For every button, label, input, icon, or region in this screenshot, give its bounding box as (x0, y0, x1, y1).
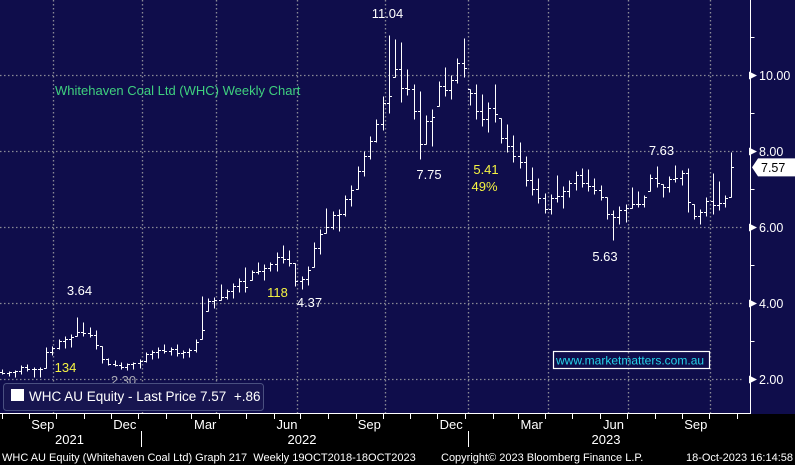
svg-text:www.marketmatters.com.au: www.marketmatters.com.au (555, 354, 704, 368)
svg-text:3.64: 3.64 (67, 283, 92, 298)
svg-text:Sep: Sep (31, 417, 54, 432)
svg-text:Dec: Dec (113, 417, 137, 432)
svg-text:2.00: 2.00 (759, 373, 783, 387)
svg-text:Dec: Dec (440, 417, 464, 432)
svg-text:134: 134 (55, 360, 77, 375)
svg-text:WHC AU Equity - Last Price 7.5: WHC AU Equity - Last Price 7.57 +.86 (29, 389, 260, 404)
svg-text:118: 118 (267, 285, 288, 300)
svg-text:4.00: 4.00 (759, 297, 783, 311)
svg-text:8.00: 8.00 (759, 145, 783, 159)
svg-text:10.00: 10.00 (759, 69, 790, 83)
svg-text:Jun: Jun (603, 417, 624, 432)
svg-text:Sep: Sep (684, 417, 707, 432)
svg-text:2021: 2021 (55, 432, 84, 447)
svg-text:Whitehaven Coal Ltd (WHC) Week: Whitehaven Coal Ltd (WHC) Weekly Chart (55, 83, 301, 98)
svg-text:7.75: 7.75 (416, 167, 441, 182)
svg-text:4.37: 4.37 (297, 295, 322, 310)
svg-text:WHC AU Equity (Whitehaven Coal: WHC AU Equity (Whitehaven Coal Ltd) Grap… (2, 452, 416, 464)
svg-text:18-Oct-2023 16:14:58: 18-Oct-2023 16:14:58 (686, 452, 793, 464)
svg-text:2022: 2022 (288, 432, 317, 447)
svg-text:7.63: 7.63 (649, 143, 674, 158)
svg-text:5.41: 5.41 (473, 162, 498, 177)
svg-text:11.04: 11.04 (372, 6, 404, 21)
svg-text:Copyright© 2023 Bloomberg Fina: Copyright© 2023 Bloomberg Finance L.P. (441, 452, 643, 464)
svg-text:Mar: Mar (194, 417, 217, 432)
svg-text:Mar: Mar (521, 417, 544, 432)
svg-text:Sep: Sep (358, 417, 381, 432)
svg-text:6.00: 6.00 (759, 221, 783, 235)
svg-text:7.57: 7.57 (761, 161, 785, 175)
svg-text:49%: 49% (471, 179, 497, 194)
svg-text:2023: 2023 (592, 432, 621, 447)
svg-text:5.63: 5.63 (592, 249, 617, 264)
svg-text:Jun: Jun (277, 417, 298, 432)
